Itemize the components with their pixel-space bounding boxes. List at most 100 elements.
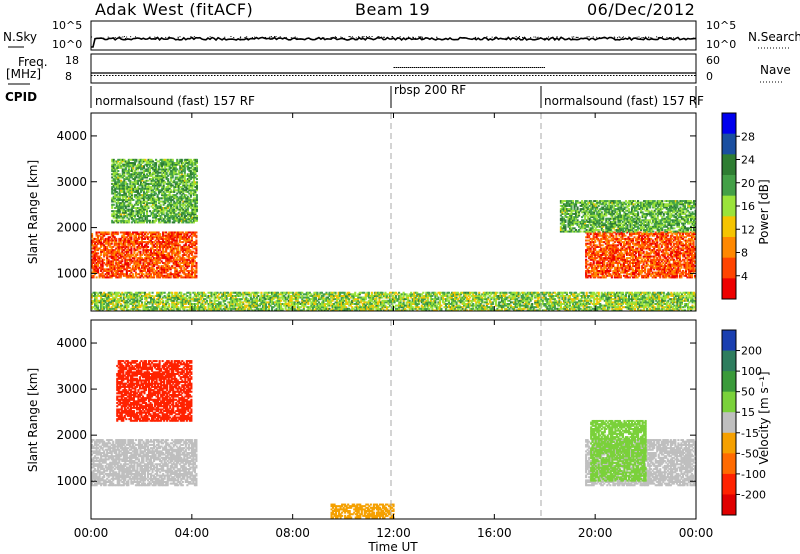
heatmap-cell [186,266,189,269]
heatmap-cell [115,206,118,209]
heatmap-cell [187,255,190,258]
heatmap-cell [106,255,109,258]
heatmap-cell [100,236,103,239]
heatmap-cell [118,189,121,192]
nave-point [499,75,501,76]
heatmap-cell [173,203,176,206]
heatmap-cell [147,195,150,198]
heatmap-cell [174,178,177,181]
heatmap-cell [160,242,163,245]
heatmap-cell [189,234,192,237]
heatmap-cell [195,276,198,279]
heatmap-cell [176,168,179,171]
heatmap-cell [169,255,172,258]
heatmap-cell [189,198,192,201]
heatmap-cell [186,203,189,206]
heatmap-cell [174,194,177,197]
heatmap-cell [177,173,180,176]
heatmap-cell [114,160,117,163]
heatmap-cell [159,245,162,248]
heatmap-cell [121,244,124,247]
nsearch-point [351,36,353,38]
heatmap-cell [186,231,189,234]
heatmap-cell [133,173,136,176]
heatmap-cell [145,273,148,276]
nave-point [289,75,291,76]
heatmap-cell [164,176,167,179]
heatmap-cell [138,173,141,176]
heatmap-cell [178,234,181,237]
heatmap-cell [130,210,133,213]
heatmap-cell [106,265,109,268]
heatmap-cell [129,200,132,203]
heatmap-cell [168,257,171,260]
heatmap-cell [112,221,115,224]
heatmap-cell [112,253,115,256]
nave-point [568,75,570,76]
heatmap-cell [152,198,155,201]
heatmap-cell [171,241,174,244]
heatmap-cell [179,206,182,209]
heatmap-cell [136,241,139,244]
heatmap-cell [142,170,146,173]
heatmap-cell [185,189,188,192]
heatmap-cell [106,247,109,250]
nave-point [286,75,288,76]
nsearch-point [537,36,539,38]
heatmap-cell [166,268,169,271]
heatmap-cell [153,208,156,211]
heatmap-cell [592,233,595,236]
heatmap-cell [142,187,146,190]
heatmap-cell [148,261,151,264]
heatmap-cell [117,184,120,187]
heatmap-cell [125,233,128,236]
heatmap-cell [129,163,132,166]
heatmap-cell [100,237,103,240]
heatmap-cell [129,195,132,198]
heatmap-cell [186,208,189,211]
nsearch-point [177,36,179,38]
heatmap-cell [113,258,116,261]
heatmap-cell [175,260,178,263]
nave-point [413,67,415,68]
heatmap-cell [161,187,164,190]
heatmap-cell [585,242,588,245]
heatmap-cell [130,170,133,173]
heatmap-cell [98,242,101,245]
nave-point [473,67,475,68]
heatmap-cell [129,176,132,179]
heatmap-cell [132,163,135,166]
heatmap-cell [124,205,127,208]
heatmap-cell [169,274,172,277]
nsearch-point [494,37,496,39]
heatmap-cell [120,182,123,185]
heatmap-cell [189,160,192,163]
heatmap-cell [121,195,124,198]
heatmap-cell [160,273,163,276]
heatmap-cell [182,221,185,224]
heatmap-cell [173,187,176,190]
heatmap-cell [186,168,189,171]
heatmap-cell [157,255,160,258]
heatmap-cell [180,158,183,161]
heatmap-cell [123,179,126,182]
heatmap-cell [115,168,118,171]
heatmap-cell [121,202,124,205]
heatmap-cell [161,197,164,200]
heatmap-cell [117,170,120,173]
heatmap-cell [157,249,160,252]
heatmap-cell [165,186,168,189]
heatmap-cell [130,186,133,189]
heatmap-cell [166,274,169,277]
heatmap-cell [186,237,189,240]
heatmap-cell [187,269,190,272]
heatmap-cell [174,241,177,244]
heatmap-cell [141,179,144,182]
heatmap-cell [109,250,112,253]
heatmap-cell [178,241,181,244]
heatmap-cell [118,276,121,279]
heatmap-cell [183,276,186,279]
heatmap-cell [145,221,149,224]
heatmap-cell [127,244,130,247]
heatmap-cell [115,237,118,240]
